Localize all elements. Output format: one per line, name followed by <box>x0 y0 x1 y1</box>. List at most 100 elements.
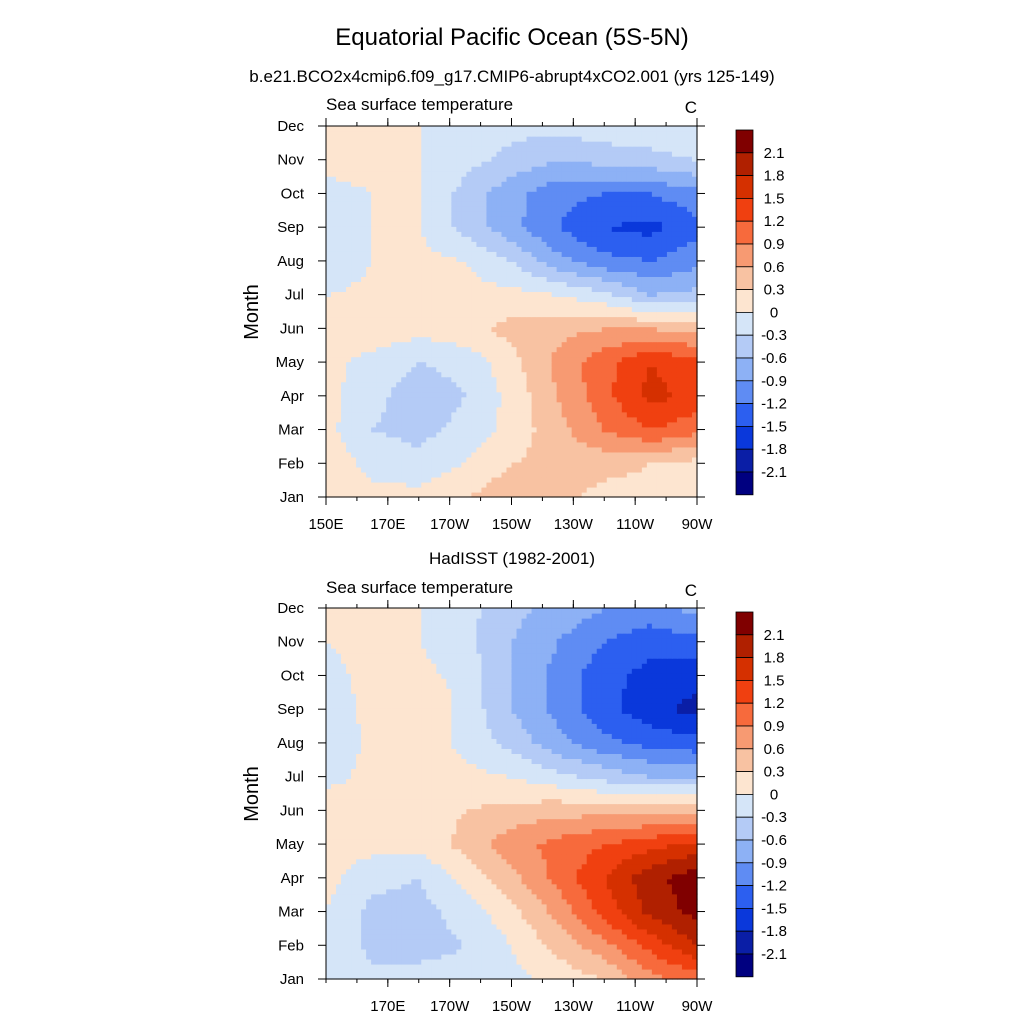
heatmap-cell <box>511 396 518 403</box>
heatmap-cell <box>386 276 392 283</box>
heatmap-cell <box>576 166 583 172</box>
heatmap-cell <box>631 186 638 192</box>
heatmap-cell <box>571 191 578 197</box>
heatmap-cell <box>606 376 613 383</box>
heatmap-cell <box>676 236 683 242</box>
heatmap-cell <box>621 401 628 408</box>
heatmap-cell <box>591 291 598 298</box>
heatmap-cell <box>391 346 397 353</box>
heatmap-cell <box>366 441 372 448</box>
heatmap-cell <box>341 191 347 197</box>
heatmap-cell <box>621 261 628 267</box>
heatmap-cell <box>631 191 638 197</box>
heatmap-cell <box>526 416 533 423</box>
heatmap-cell <box>586 171 593 177</box>
heatmap-cell <box>421 301 427 308</box>
heatmap-cell <box>511 486 518 493</box>
heatmap-cell <box>411 216 417 222</box>
heatmap-cell <box>421 161 427 167</box>
heatmap-cell <box>341 461 347 468</box>
heatmap-cell <box>366 451 372 458</box>
heatmap-cell <box>486 421 493 428</box>
heatmap-cell <box>351 171 357 177</box>
heatmap-cell <box>501 346 508 353</box>
heatmap-cell <box>481 171 488 177</box>
heatmap-cell <box>601 371 608 378</box>
heatmap-cell <box>591 196 598 202</box>
heatmap-cell <box>611 391 618 398</box>
heatmap-cell <box>611 171 618 177</box>
heatmap-cell <box>571 241 578 247</box>
heatmap-cell <box>586 186 593 192</box>
heatmap-cell <box>451 406 457 413</box>
heatmap-cell <box>621 441 628 448</box>
heatmap-cell <box>351 301 357 308</box>
heatmap-cell <box>636 181 643 187</box>
heatmap-cell <box>611 376 618 383</box>
heatmap-cell <box>541 291 548 298</box>
heatmap-cell <box>631 436 638 443</box>
heatmap-cell <box>431 391 437 398</box>
heatmap-cell <box>561 251 568 257</box>
heatmap-cell <box>606 326 613 333</box>
heatmap-cell <box>361 276 367 283</box>
heatmap-cell <box>401 286 407 293</box>
heatmap-cell <box>556 241 563 247</box>
heatmap-cell <box>361 236 367 242</box>
heatmap-cell <box>576 406 583 413</box>
heatmap-cell <box>676 436 683 443</box>
heatmap-cell <box>676 266 683 272</box>
heatmap-cell <box>351 411 357 418</box>
heatmap-cell <box>446 426 452 433</box>
heatmap-cell <box>681 266 688 272</box>
heatmap-cell <box>671 491 678 498</box>
heatmap-cell <box>361 176 367 182</box>
heatmap-cell <box>346 196 352 202</box>
heatmap-cell <box>571 346 578 353</box>
heatmap-cell <box>666 426 673 433</box>
heatmap-cell <box>501 291 508 298</box>
heatmap-cell <box>596 161 603 167</box>
heatmap-cell <box>456 261 462 267</box>
heatmap-cell <box>671 316 678 323</box>
heatmap-cell <box>496 416 503 423</box>
heatmap-cell <box>566 406 573 413</box>
heatmap-cell <box>401 426 407 433</box>
heatmap-cell <box>371 241 377 247</box>
heatmap-cell <box>531 411 538 418</box>
heatmap-cell <box>521 326 528 333</box>
heatmap-cell <box>651 411 658 418</box>
heatmap-cell <box>656 281 663 288</box>
heatmap-cell <box>466 396 472 403</box>
heatmap-cell <box>686 471 693 478</box>
heatmap-cell <box>666 271 673 277</box>
heatmap-cell <box>641 386 648 393</box>
heatmap-cell <box>331 376 337 383</box>
heatmap-cell <box>666 396 673 403</box>
heatmap-cell <box>446 331 452 338</box>
heatmap-cell <box>531 396 538 403</box>
heatmap-cell <box>641 196 648 202</box>
heatmap-cell <box>371 401 377 408</box>
heatmap-cell <box>481 471 488 478</box>
heatmap-cell <box>331 186 337 192</box>
heatmap-cell <box>391 176 397 182</box>
heatmap-cell <box>591 241 598 247</box>
heatmap-cell <box>636 396 643 403</box>
heatmap-cell <box>401 356 407 363</box>
heatmap-cell <box>391 226 397 232</box>
heatmap-cell <box>521 211 528 217</box>
heatmap-cell <box>656 336 663 343</box>
heatmap-cell <box>381 346 387 353</box>
heatmap-cell <box>331 431 337 438</box>
heatmap-cell <box>361 166 367 172</box>
heatmap-cell <box>661 311 668 318</box>
heatmap-cell <box>631 231 638 237</box>
heatmap-cell <box>466 351 472 358</box>
heatmap-cell <box>331 396 337 403</box>
heatmap-cell <box>406 476 412 483</box>
heatmap-cell <box>501 391 508 398</box>
heatmap-cell <box>531 281 538 288</box>
heatmap-cell <box>626 346 633 353</box>
heatmap-cell <box>581 271 588 277</box>
